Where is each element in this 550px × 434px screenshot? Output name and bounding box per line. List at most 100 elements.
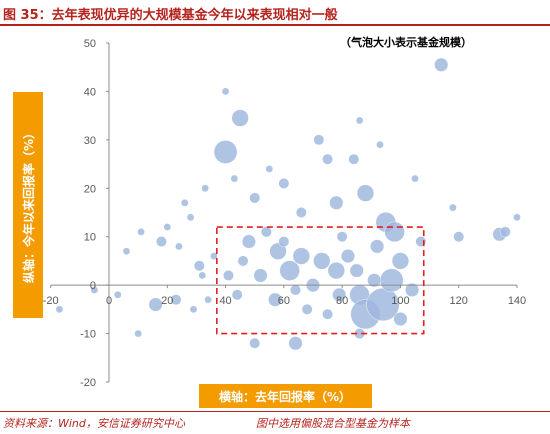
bubble-point [198, 271, 207, 280]
x-tick-label: 20 [161, 295, 173, 307]
axes-layer: -20 -10 0 10 20 30 40 50 -20 0 20 40 60 80 100 120 140 [43, 38, 526, 389]
bubble-point [269, 242, 287, 260]
y-tick-label: 10 [84, 232, 96, 244]
figure-title-bar: 图 35：去年表现优异的大规模基金今年以来表现相对一般 [0, 0, 550, 26]
bubble-point [241, 234, 256, 249]
bubble-point [189, 305, 198, 314]
y-tick-label: -10 [80, 329, 96, 341]
bubble-point [336, 231, 348, 243]
bubble-size-note: （气泡大小表示基金规模） [340, 35, 472, 49]
x-tick-label: 0 [106, 295, 112, 307]
bubble-point [193, 260, 205, 272]
y-tick-label: 50 [84, 38, 96, 50]
bubble-point [223, 270, 234, 281]
bubble-point [329, 195, 344, 210]
bubble-point [332, 287, 347, 302]
bubble-point [213, 140, 238, 164]
footer-rule [0, 411, 550, 412]
bubble-point [237, 255, 249, 267]
bubble-point [393, 312, 408, 327]
bubble-point [411, 174, 419, 183]
x-tick-label: 80 [336, 295, 348, 307]
bubble-point [391, 252, 410, 270]
bubble-point [231, 109, 249, 127]
bubble-point [175, 242, 183, 251]
bubble-point [249, 337, 261, 349]
x-axis-label-bg [199, 384, 372, 408]
bubble-point [186, 213, 195, 222]
y-tick-label: 30 [84, 135, 96, 147]
bubble-point [249, 192, 261, 204]
bubble-point [322, 308, 333, 320]
bubble-point [384, 221, 405, 243]
bubble-point [367, 273, 382, 288]
bubble-point [113, 291, 122, 299]
bubble-point [349, 263, 364, 278]
x-tick-label: 100 [391, 295, 409, 307]
bubble-point [348, 153, 360, 165]
sample-note: 图中选用偏股混合型基金为样本 [256, 417, 410, 430]
bubble-point [137, 228, 145, 236]
bubble-point [449, 203, 457, 212]
y-tick-label: 20 [84, 183, 96, 195]
bubble-point [201, 184, 209, 193]
bubble-layer [55, 57, 521, 351]
bubble-point [288, 336, 303, 351]
bubble-point [204, 295, 212, 304]
bubble-point [379, 268, 404, 293]
bubble-point [499, 226, 511, 238]
bubble-point [295, 207, 307, 218]
bubble-point [370, 239, 385, 254]
bubble-point [434, 57, 449, 72]
bubble-point [268, 292, 283, 307]
bubble-point [292, 247, 310, 265]
bubble-point [134, 329, 142, 338]
bubble-point [279, 260, 300, 281]
bubble-point [356, 184, 375, 202]
bubble-point [340, 249, 355, 264]
bubble-point [355, 116, 364, 125]
figure-title: 图 35：去年表现优异的大规模基金今年以来表现相对一般 [3, 8, 338, 23]
bubble-point [313, 134, 325, 146]
bubble-point [327, 262, 345, 280]
x-tick-label: 120 [450, 295, 468, 307]
x-tick-label: 40 [219, 295, 231, 307]
bubble-point [170, 294, 182, 306]
bubble-point [90, 286, 99, 294]
y-tick-label: 40 [84, 86, 96, 98]
y-axis-label-box: 纵轴：今年以来回报率（%） [13, 92, 43, 318]
bubble-point [180, 199, 189, 207]
bubble-point [513, 213, 521, 222]
x-axis-label-box: 横轴：去年回报率（%） [199, 384, 372, 408]
y-axis-label: 纵轴：今年以来回报率（%） [21, 127, 36, 283]
bubble-point [156, 236, 167, 247]
bubble-point [265, 165, 274, 173]
bubble-point [231, 289, 243, 301]
title-rule [0, 24, 550, 26]
y-axis-label-bg [13, 92, 43, 318]
bubble-point [260, 226, 272, 238]
bubble-point [453, 231, 465, 243]
x-tick-label: -20 [43, 295, 59, 307]
x-tick-label: 60 [278, 295, 290, 307]
x-axis-label: 横轴：去年回报率（%） [219, 389, 351, 404]
bubble-point [221, 87, 230, 96]
bubble-point [230, 174, 239, 183]
bubble-point [278, 178, 290, 189]
bubble-point [278, 236, 290, 247]
bubble-chart: -20 -10 0 10 20 30 40 50 -20 0 20 40 60 80 100 120 140 （… [13, 35, 526, 408]
bubble-point [290, 284, 301, 296]
bubble-point [313, 252, 331, 270]
x-tick-label: 140 [508, 295, 526, 307]
y-tick-label: 0 [90, 280, 96, 292]
bubble-point [376, 140, 384, 149]
y-tick-label: -20 [80, 377, 96, 389]
bubble-point [55, 305, 64, 314]
bubble-point [210, 252, 218, 260]
highlight-region-rect [216, 226, 425, 335]
bubble-point [122, 247, 131, 256]
bubble-point [405, 282, 420, 297]
bubble-point [148, 297, 163, 312]
bubble-point [253, 268, 268, 283]
bubble-point [301, 303, 313, 315]
